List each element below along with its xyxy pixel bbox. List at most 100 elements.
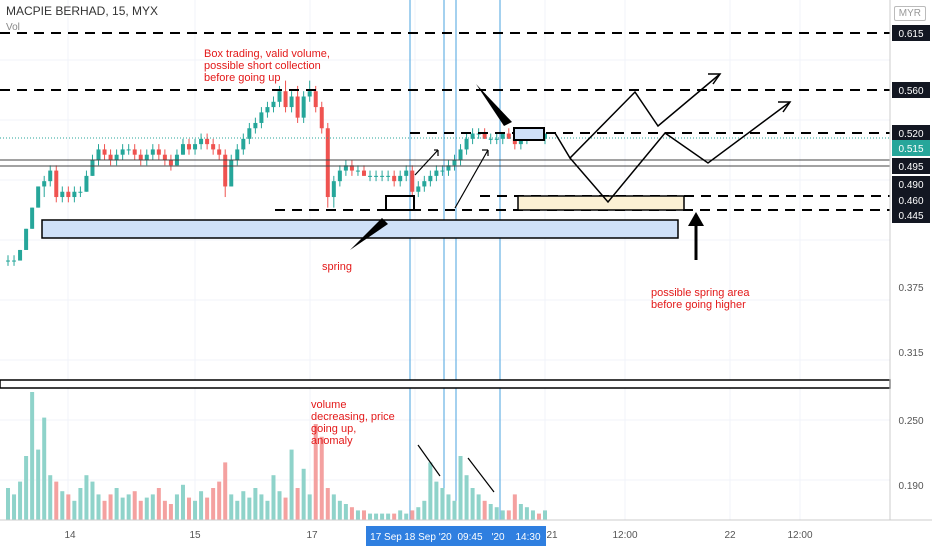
- box-pointer-arrow: [476, 84, 512, 126]
- price-label-bg: [892, 207, 930, 223]
- volume-bar: [494, 507, 499, 520]
- volume-bar: [66, 494, 71, 520]
- volume-bar: [325, 488, 330, 520]
- volume-bar: [84, 475, 89, 520]
- volume-bar: [343, 504, 348, 520]
- price-tick-label: 0.445: [898, 211, 923, 222]
- chart-title: MACPIE BERHAD, 15, MYX: [6, 4, 159, 18]
- candle-body: [102, 149, 107, 155]
- volume-bar: [199, 491, 204, 520]
- annotation-line: spring: [322, 261, 352, 273]
- volume-bar: [295, 488, 300, 520]
- volume-bar: [307, 494, 312, 520]
- candle-body: [440, 170, 445, 172]
- volume-bar: [48, 475, 53, 520]
- candle-body: [283, 91, 288, 108]
- time-tick-label: 21: [546, 530, 558, 541]
- volume-bar: [410, 510, 415, 520]
- volume-bar: [247, 497, 252, 520]
- candle-body: [392, 175, 397, 182]
- candle-body: [271, 101, 276, 108]
- currency-badge[interactable]: MYR: [893, 6, 926, 21]
- candle-body: [18, 249, 23, 261]
- candle-body: [30, 207, 35, 229]
- volume-bar: [241, 491, 246, 520]
- candle-body: [289, 96, 294, 108]
- price-label-bg: [892, 82, 930, 98]
- volume-bar: [386, 513, 391, 520]
- candle-body: [319, 107, 324, 129]
- candle-body: [374, 175, 379, 177]
- volume-bar: [289, 449, 294, 520]
- volume-bar: [518, 504, 523, 520]
- annotation-spring: spring: [322, 261, 352, 273]
- arrow-head: [778, 101, 792, 113]
- arrow: [467, 457, 495, 493]
- volume-bar: [90, 481, 95, 520]
- time-tick-label: 17: [306, 530, 318, 541]
- candle-body: [193, 144, 198, 150]
- candle-body: [6, 260, 10, 262]
- time-tick-label: 15: [189, 530, 201, 541]
- candle-body: [277, 91, 282, 102]
- volume-bar: [440, 488, 445, 520]
- price-tick-label: 0.190: [898, 481, 923, 492]
- candle-body: [211, 144, 216, 150]
- candle-body: [217, 149, 222, 155]
- candle-body: [361, 170, 366, 176]
- volume-bar: [259, 494, 264, 520]
- candle-body: [464, 138, 469, 150]
- candle-body: [229, 160, 234, 187]
- level-lines: [0, 32, 891, 389]
- volume-bar: [277, 491, 282, 520]
- candle-body: [428, 175, 433, 182]
- time-highlight-label: 09:45: [457, 532, 482, 543]
- candle-body: [150, 149, 155, 155]
- volume-bar: [253, 488, 258, 520]
- volume-bar: [144, 497, 149, 520]
- grid: [0, 0, 890, 520]
- candle-body: [78, 191, 83, 193]
- candle-body: [199, 138, 204, 145]
- volume-bar: [187, 497, 192, 520]
- candle-body: [349, 165, 354, 171]
- spring-pointer-arrow: [350, 218, 388, 250]
- volume-bar: [361, 510, 366, 520]
- volume-bar: [223, 462, 228, 520]
- candle-body: [60, 191, 65, 198]
- indicator-label: Vol: [6, 22, 20, 33]
- volume-bar: [156, 488, 161, 520]
- candle-body: [482, 133, 487, 139]
- annotation-spring-area: possible spring area before going higher: [651, 287, 750, 311]
- price-tick-label: 0.490: [898, 180, 923, 191]
- candle-body: [205, 138, 210, 145]
- volume-bar: [54, 481, 59, 520]
- candle-body: [156, 149, 161, 155]
- time-highlight-bg: [366, 526, 546, 546]
- spring-area-box: [517, 195, 685, 211]
- volume-bar: [60, 491, 65, 520]
- arrow-head: [688, 212, 704, 226]
- price-tick-label: 0.315: [898, 348, 923, 359]
- candle-body: [223, 154, 228, 187]
- volume-bar: [428, 462, 433, 520]
- candle-body: [253, 122, 258, 129]
- volume-bar: [30, 392, 35, 520]
- candle-body: [494, 138, 499, 140]
- candle-body: [470, 133, 475, 139]
- drawings: [41, 73, 792, 493]
- price-tick-label: 0.375: [898, 283, 923, 294]
- price-tick-label: 0.560: [898, 86, 923, 97]
- volume-bar: [138, 500, 143, 520]
- volume-bar: [416, 507, 421, 520]
- candle-body: [84, 175, 89, 192]
- projection-path: [569, 101, 791, 204]
- candle-body: [114, 154, 119, 160]
- time-tick-label: 12:00: [787, 530, 812, 541]
- volume-bar: [174, 494, 179, 520]
- volume-bar: [162, 500, 167, 520]
- price-tick-label: 0.495: [898, 162, 923, 173]
- projection-path: [554, 73, 721, 160]
- volume-bar: [193, 500, 198, 520]
